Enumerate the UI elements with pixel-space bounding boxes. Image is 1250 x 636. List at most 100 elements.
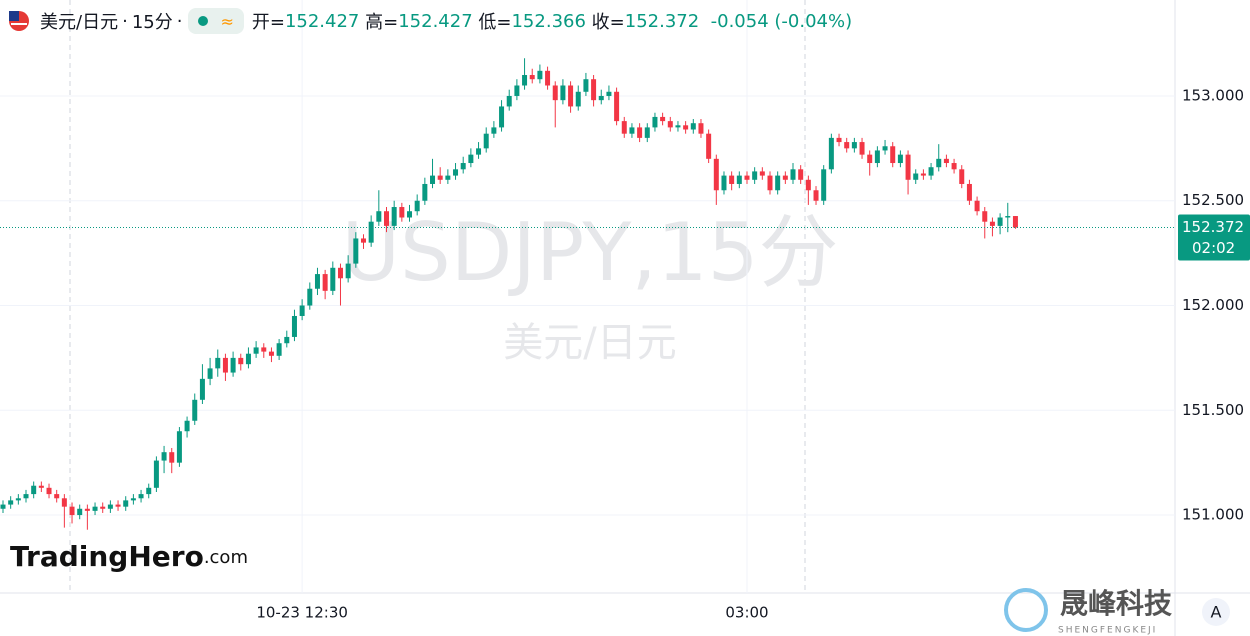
candle-body xyxy=(222,357,228,373)
open-label: 开= xyxy=(251,12,285,33)
candle-body xyxy=(483,133,489,149)
candle-body xyxy=(107,504,113,509)
candle-body xyxy=(675,125,681,128)
candle-body xyxy=(836,137,842,143)
candle-body xyxy=(430,175,436,184)
change: -0.054 (-0.04%) xyxy=(710,10,853,32)
symbol: 美元/日元 xyxy=(40,12,119,33)
candle-body xyxy=(407,211,413,218)
x-tick-label: 10-23 12:30 xyxy=(256,604,348,622)
candle-body xyxy=(721,175,727,191)
candle-body xyxy=(491,127,497,134)
candle-body xyxy=(913,173,919,180)
low-label: 低= xyxy=(478,12,512,33)
candle-body xyxy=(61,498,67,507)
status-pill[interactable]: ≈ xyxy=(188,8,244,34)
candle-body xyxy=(245,353,251,365)
candle-body xyxy=(713,158,719,191)
close-label: 收= xyxy=(591,12,625,33)
logo-main: TradingHero xyxy=(10,540,204,573)
candle-body xyxy=(629,127,635,134)
candle-body xyxy=(522,75,528,86)
candle-body xyxy=(882,146,888,151)
candle-body xyxy=(399,207,405,218)
candle-body xyxy=(867,154,873,164)
candle-body xyxy=(920,173,926,176)
candle-body xyxy=(0,504,6,509)
candle-body xyxy=(821,169,827,201)
candle-body xyxy=(54,494,60,499)
candle-body xyxy=(23,494,29,499)
candle-body xyxy=(560,85,566,101)
candle-body xyxy=(84,508,90,511)
candle-body xyxy=(146,487,152,495)
candle-body xyxy=(499,106,505,128)
candle-body xyxy=(790,169,796,180)
candle-body xyxy=(591,79,597,101)
candle-body xyxy=(8,500,14,505)
candle-body xyxy=(77,508,83,516)
candle-body xyxy=(736,175,742,184)
company-icon xyxy=(1004,588,1048,632)
candle-body xyxy=(775,175,781,191)
logo-suffix: .com xyxy=(204,547,248,568)
candle-body xyxy=(782,175,788,180)
candle-body xyxy=(529,75,535,80)
candle-body xyxy=(284,336,290,344)
y-tick-label: 151.500 xyxy=(1182,401,1244,419)
candle-body xyxy=(69,506,75,516)
candle-body xyxy=(982,211,988,222)
candle-body xyxy=(805,179,811,191)
candle-body xyxy=(253,347,259,354)
candle-body xyxy=(798,169,804,180)
candle-body xyxy=(360,238,366,243)
candle-body xyxy=(989,221,995,226)
candle-body xyxy=(445,175,451,180)
candle-body xyxy=(637,127,643,138)
candle-body xyxy=(644,127,650,138)
candle-body xyxy=(238,357,244,365)
high-label: 高= xyxy=(365,12,399,33)
candle-body xyxy=(414,200,420,212)
candle-body xyxy=(153,460,159,488)
candle-body xyxy=(698,123,704,134)
candle-body xyxy=(905,154,911,180)
candle-body xyxy=(652,116,658,128)
candle-body xyxy=(621,121,627,134)
candle-body xyxy=(330,267,336,291)
candle-body xyxy=(46,487,52,495)
candle-body xyxy=(890,146,896,164)
candle-body xyxy=(138,494,144,499)
last-price-label: 152.372 xyxy=(1182,218,1244,236)
y-tick-label: 153.000 xyxy=(1182,86,1244,104)
candle-body xyxy=(268,351,274,356)
candle-body xyxy=(759,171,765,176)
candle-body xyxy=(974,200,980,212)
candle-body xyxy=(307,288,313,306)
candle-body xyxy=(813,190,819,201)
scale-button-label[interactable]: A xyxy=(1211,603,1222,622)
x-tick-label: 03:00 xyxy=(725,604,768,622)
candle-body xyxy=(552,85,558,101)
candle-body xyxy=(744,175,750,180)
low-value: 152.366 xyxy=(511,10,586,32)
candle-body xyxy=(161,452,167,461)
candle-body xyxy=(115,504,121,507)
candle-body xyxy=(384,211,389,226)
candle-body xyxy=(314,274,320,289)
candle-body xyxy=(506,95,512,107)
candle-body xyxy=(345,263,351,279)
scale-button[interactable] xyxy=(1202,598,1230,626)
close-value: 152.372 xyxy=(624,10,700,32)
candle-body xyxy=(31,485,37,495)
candle-body xyxy=(537,70,543,80)
company-latin: SHENGFENGKEJI xyxy=(1058,626,1157,636)
candle-body xyxy=(545,70,551,86)
candle-body xyxy=(514,85,520,96)
candle-body xyxy=(1012,216,1018,228)
candle-body xyxy=(276,343,282,356)
candle-body xyxy=(230,357,236,373)
candle-body xyxy=(575,91,581,107)
candle-body xyxy=(123,500,129,507)
